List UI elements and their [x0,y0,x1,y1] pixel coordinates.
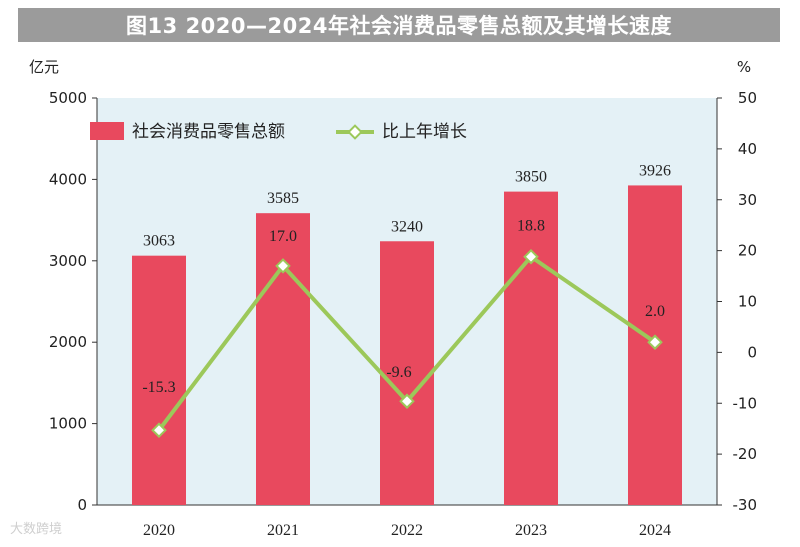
line-point [399,393,415,409]
right-tick-label: 10 [738,293,757,311]
chart-title-bar: 图13 2020—2024年社会消费品零售总额及其增长速度 [18,8,780,42]
bar-value-label: 3850 [515,169,547,186]
right-tick-label: -20 [733,445,758,463]
right-tick-label: 40 [738,140,757,158]
x-tick-label: 2023 [515,522,547,539]
left-tick-label: 4000 [49,170,87,188]
line-value-label: -9.6 [386,364,411,381]
left-axis-unit: 亿元 [29,58,59,76]
left-tick-label: 5000 [49,89,87,107]
right-tick-label: 0 [747,343,757,361]
x-tick-label: 2022 [391,522,423,539]
line-value-label: 18.8 [517,218,545,235]
bar [132,255,186,505]
line-point [151,422,167,438]
right-tick-label: 20 [738,242,757,260]
left-tick-label: 0 [77,496,87,514]
bar-value-label: 3063 [143,233,175,250]
right-axis-unit: % [737,58,751,76]
bar [256,213,310,505]
chart-title: 图13 2020—2024年社会消费品零售总额及其增长速度 [126,14,672,38]
x-tick-label: 2021 [267,522,299,539]
legend-line-marker [347,124,363,140]
left-tick-label: 1000 [49,415,87,433]
legend-line-label: 比上年增长 [382,122,467,142]
bar-value-label: 3585 [267,190,299,207]
line-value-label: -15.3 [142,379,175,396]
left-tick-label: 3000 [49,252,87,270]
left-tick-label: 2000 [49,333,87,351]
bar [380,241,434,505]
line-point [647,334,663,350]
bar-value-label: 3240 [391,218,423,235]
legend-bar-label: 社会消费品零售总额 [132,122,285,142]
bar-value-label: 3926 [639,162,671,179]
bar [504,191,558,506]
line-point [275,258,291,274]
right-tick-label: -30 [733,496,758,514]
x-tick-label: 2024 [639,522,671,539]
line-value-label: 17.0 [269,228,297,245]
line-point [523,248,539,265]
watermark: 大数跨境 [10,522,63,537]
line-value-label: 2.0 [645,303,665,320]
legend-bar-swatch [90,122,124,140]
right-tick-label: 50 [738,89,757,107]
right-tick-label: -10 [733,394,758,412]
right-tick-label: 30 [738,191,757,209]
x-tick-label: 2020 [143,522,175,539]
